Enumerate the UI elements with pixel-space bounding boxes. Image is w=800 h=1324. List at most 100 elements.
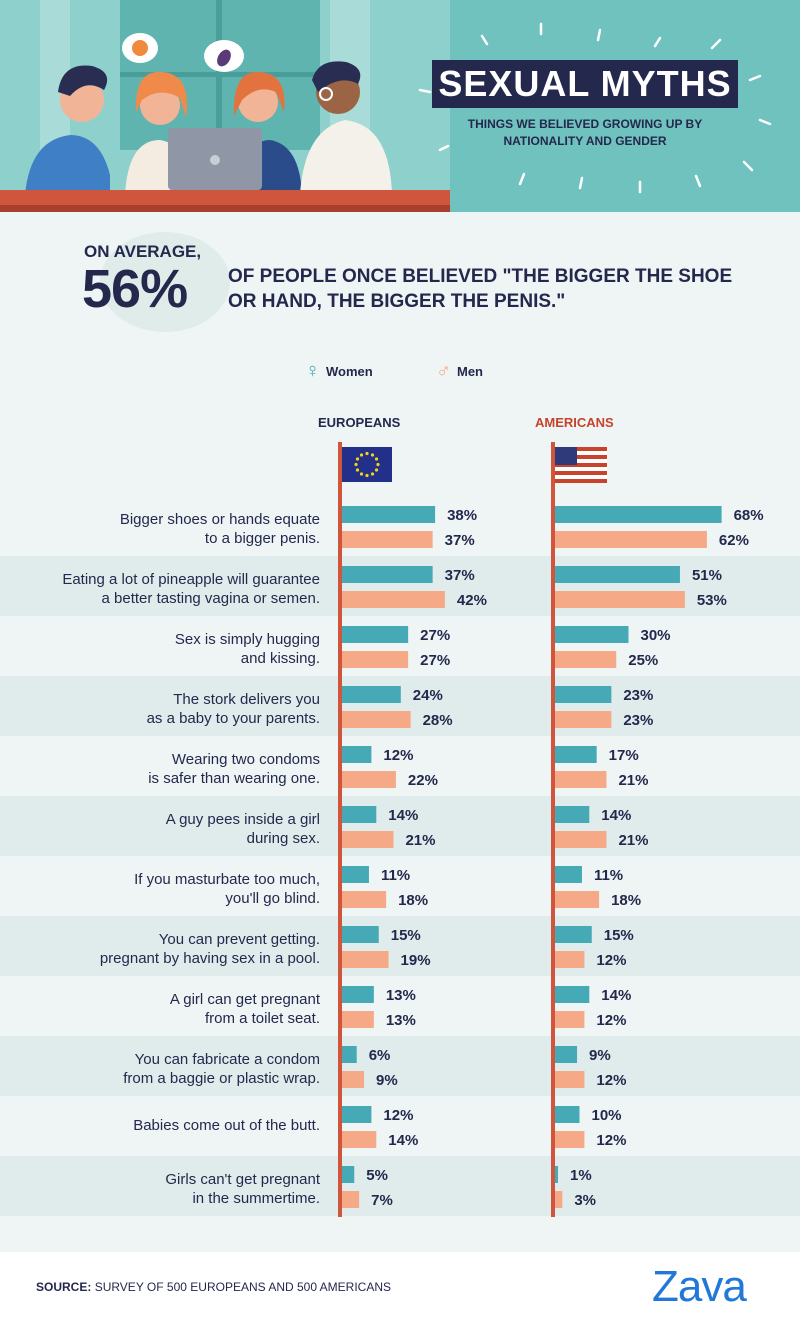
bar-eu-women (342, 866, 369, 883)
label-us-men: 3% (574, 1192, 596, 1209)
label-us-men: 18% (611, 892, 641, 909)
legend-women: ♀ Women (305, 360, 373, 383)
americans-flag-pole (551, 442, 555, 1217)
row-background (0, 1156, 800, 1216)
bar-eu-women (342, 1166, 355, 1183)
eu-flag-star (355, 457, 360, 461)
label-eu-men: 7% (371, 1192, 393, 1209)
eu-flag-star (376, 462, 380, 467)
label-us-men: 12% (596, 1072, 626, 1089)
myth-label: Sex is simply hugging (175, 631, 320, 648)
us-flag-stripe (555, 467, 607, 471)
europeans-flag-pole (338, 442, 342, 1217)
eu-flag-star (374, 457, 379, 461)
bar-eu-men (342, 1131, 377, 1148)
row-background (0, 1036, 800, 1096)
label-eu-men: 9% (376, 1072, 398, 1089)
label-eu-men: 37% (445, 532, 475, 549)
row-background (0, 796, 800, 856)
legend-men-label: Men (457, 364, 483, 379)
bar-us-women (555, 746, 597, 763)
peach-icon (132, 40, 148, 56)
legend-men: ♂ Men (436, 360, 483, 383)
bar-eu-men (342, 771, 396, 788)
eu-flag-star (370, 472, 375, 476)
bar-eu-women (342, 686, 401, 703)
myth-label: a better tasting vagina or semen. (102, 590, 320, 607)
label-us-women: 10% (592, 1107, 622, 1124)
intro-text: OF PEOPLE ONCE BELIEVED "THE BIGGER THE … (228, 266, 733, 312)
eu-flag-star (359, 472, 364, 476)
bar-us-men (555, 771, 607, 788)
us-flag-stripe (555, 471, 607, 475)
legend-women-label: Women (326, 364, 373, 379)
myth-label: Eating a lot of pineapple will guarantee (62, 571, 320, 588)
bar-us-women (555, 926, 592, 943)
bar-us-men (555, 1191, 563, 1208)
label-us-women: 11% (594, 867, 623, 884)
label-eu-women: 12% (383, 747, 413, 764)
us-flag-stripe (555, 455, 607, 459)
bar-us-men (555, 1131, 585, 1148)
bar-us-men (555, 531, 707, 548)
label-eu-men: 27% (420, 652, 450, 669)
eu-flag-star (370, 453, 375, 457)
bar-eu-men (342, 1071, 365, 1088)
label-eu-women: 13% (386, 987, 416, 1004)
row-background (0, 976, 800, 1036)
source-note: SOURCE: SURVEY OF 500 EUROPEANS AND 500 … (36, 1280, 391, 1294)
bar-us-women (555, 566, 680, 583)
bar-us-women (555, 806, 590, 823)
bar-eu-men (342, 951, 389, 968)
eu-flag-star (355, 468, 360, 472)
hero-banner: SEXUAL MYTHS THINGS WE BELIEVED GROWING … (0, 0, 800, 212)
label-us-men: 21% (618, 832, 648, 849)
myth-label: from a baggie or plastic wrap. (123, 1070, 320, 1087)
myth-label: is safer than wearing one. (148, 770, 320, 787)
bar-eu-women (342, 626, 409, 643)
bar-us-men (555, 831, 607, 848)
label-eu-women: 12% (383, 1107, 413, 1124)
myth-label: You can prevent getting. (159, 931, 320, 948)
bar-eu-men (342, 1191, 360, 1208)
eu-flag-star (365, 473, 369, 478)
bar-us-men (555, 891, 600, 908)
bar-eu-women (342, 566, 433, 583)
label-eu-men: 13% (386, 1012, 416, 1029)
label-eu-women: 24% (413, 687, 443, 704)
label-eu-men: 42% (457, 592, 487, 609)
bar-us-women (555, 506, 722, 523)
bar-eu-men (342, 891, 387, 908)
label-eu-men: 22% (408, 772, 438, 789)
bar-us-men (555, 591, 685, 608)
bar-us-women (555, 986, 590, 1003)
group-title-europeans: EUROPEANS (318, 415, 401, 430)
bar-us-men (555, 1011, 585, 1028)
page-title: SEXUAL MYTHS (432, 60, 738, 108)
label-eu-women: 38% (447, 507, 477, 524)
label-us-women: 51% (692, 567, 722, 584)
footer-band (0, 1252, 800, 1324)
row-background (0, 736, 800, 796)
label-eu-men: 18% (398, 892, 428, 909)
bar-eu-women (342, 806, 377, 823)
bar-us-women (555, 1106, 580, 1123)
us-flag-stripe (555, 475, 607, 479)
bar-eu-women (342, 1046, 357, 1063)
intro-prefix: ON AVERAGE, (84, 242, 202, 261)
us-flag-stripe (555, 451, 607, 455)
bar-us-women (555, 686, 612, 703)
label-us-women: 14% (601, 987, 631, 1004)
male-symbol-icon: ♂ (436, 360, 451, 382)
myth-label: You can fabricate a condom (135, 1051, 320, 1068)
us-flag-stripe (555, 459, 607, 463)
bar-us-men (555, 651, 617, 668)
label-us-women: 68% (734, 507, 764, 524)
myth-label: pregnant by having sex in a pool. (100, 950, 320, 967)
eggplant-icon (217, 49, 231, 67)
label-us-women: 9% (589, 1047, 611, 1064)
label-us-women: 14% (601, 807, 631, 824)
label-us-women: 1% (570, 1167, 592, 1184)
eu-flag-star (359, 453, 364, 457)
